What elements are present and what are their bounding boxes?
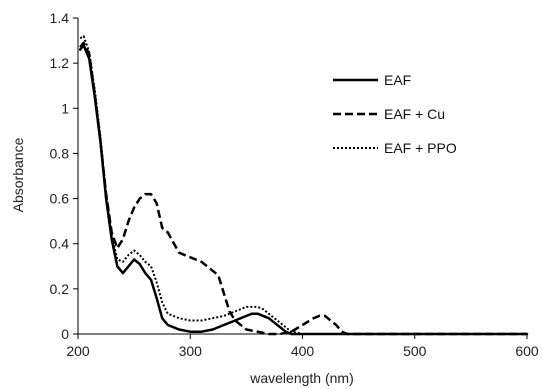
y-tick-label: 0.8 xyxy=(50,145,70,161)
series-line-eaf-ppo xyxy=(79,35,527,335)
tick-labels: 0 0.2 0.4 0.6 0.8 1 1.2 1.4 200 300 400 500 600 xyxy=(50,10,539,359)
x-tick-label: 400 xyxy=(291,343,315,359)
x-tick-label: 500 xyxy=(403,343,427,359)
series-layer xyxy=(78,35,529,336)
legend-label-eaf-cu: EAF + Cu xyxy=(384,106,445,122)
y-tick-label: 1 xyxy=(61,100,69,116)
y-tick-label: 0 xyxy=(61,326,69,342)
y-tick-label: 0.4 xyxy=(50,236,70,252)
x-tick-label: 200 xyxy=(66,343,90,359)
axes xyxy=(73,17,528,339)
x-tick-label: 300 xyxy=(179,343,203,359)
y-tick-label: 1.4 xyxy=(50,10,70,26)
series-line-eaf-cu xyxy=(79,41,527,336)
legend-label-eaf: EAF xyxy=(384,72,411,88)
x-tick-label: 600 xyxy=(515,343,539,359)
legend-label-eaf-ppo: EAF + PPO xyxy=(384,140,457,156)
series-line-eaf xyxy=(78,43,529,336)
y-tick-label: 1.2 xyxy=(50,55,70,71)
x-axis-title: wavelength (nm) xyxy=(249,370,354,386)
y-tick-label: 0.6 xyxy=(50,191,70,207)
legend: EAF EAF + Cu EAF + PPO xyxy=(333,72,457,156)
y-tick-label: 0.2 xyxy=(50,281,70,297)
y-axis-title: Absorbance xyxy=(10,137,26,212)
